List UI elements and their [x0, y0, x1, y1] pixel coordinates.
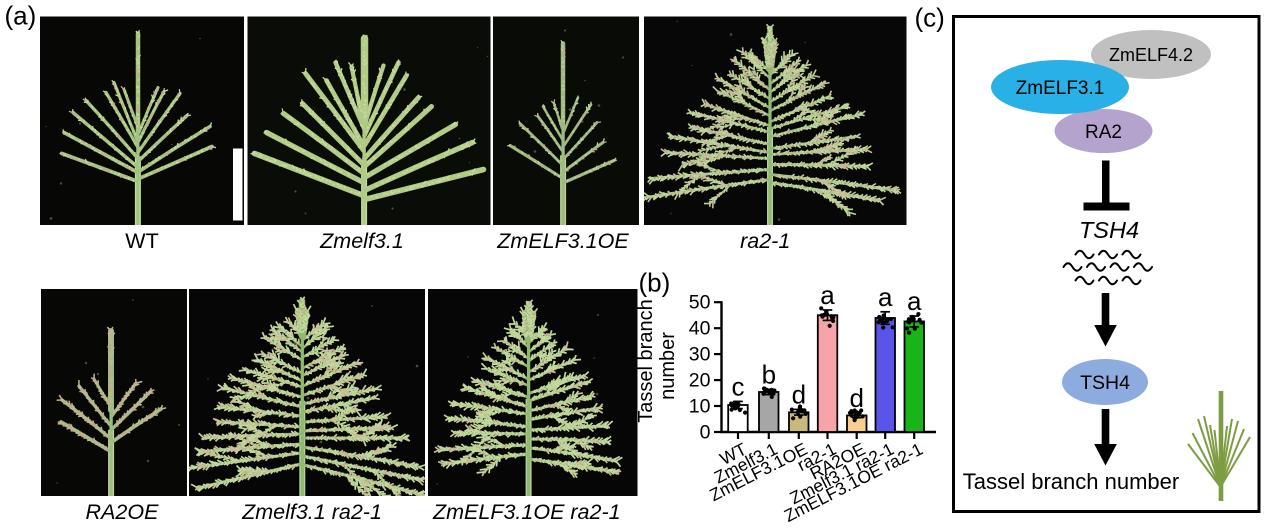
svg-text:Zmelf3.1 ra2-1: Zmelf3.1 ra2-1 [241, 500, 382, 524]
svg-text:50: 50 [689, 292, 711, 314]
svg-text:WT: WT [125, 229, 158, 253]
svg-text:number: number [657, 332, 679, 400]
svg-text:a: a [878, 282, 893, 312]
svg-text:d: d [849, 383, 863, 413]
svg-text:Tassel branch: Tassel branch [635, 299, 657, 422]
svg-text:TSH4: TSH4 [1080, 372, 1130, 394]
svg-text:20: 20 [689, 370, 711, 392]
svg-text:a: a [820, 280, 835, 310]
svg-text:b: b [762, 359, 776, 389]
svg-text:ZmELF3.1: ZmELF3.1 [1016, 78, 1105, 99]
svg-text:(c): (c) [915, 3, 945, 33]
svg-text:ZmELF3.1OE: ZmELF3.1OE [496, 229, 629, 253]
svg-text:a: a [907, 286, 922, 316]
svg-text:ra2-1: ra2-1 [740, 229, 790, 253]
svg-text:TSH4: TSH4 [1079, 217, 1139, 243]
svg-text:ZmELF3.1OE ra2-1: ZmELF3.1OE ra2-1 [432, 500, 621, 524]
svg-text:ZmELF4.2: ZmELF4.2 [1109, 45, 1193, 65]
svg-text:10: 10 [689, 396, 711, 418]
svg-text:Tassel branch number: Tassel branch number [963, 469, 1179, 494]
svg-text:Zmelf3.1: Zmelf3.1 [319, 229, 404, 253]
svg-text:d: d [792, 379, 806, 409]
svg-text:c: c [732, 371, 745, 401]
svg-text:0: 0 [700, 422, 711, 444]
svg-text:RA2OE: RA2OE [86, 500, 160, 524]
svg-text:RA2: RA2 [1085, 122, 1122, 143]
svg-text:40: 40 [689, 318, 711, 340]
svg-text:30: 30 [689, 344, 711, 366]
svg-text:(b): (b) [639, 268, 671, 298]
svg-text:(a): (a) [5, 1, 37, 31]
